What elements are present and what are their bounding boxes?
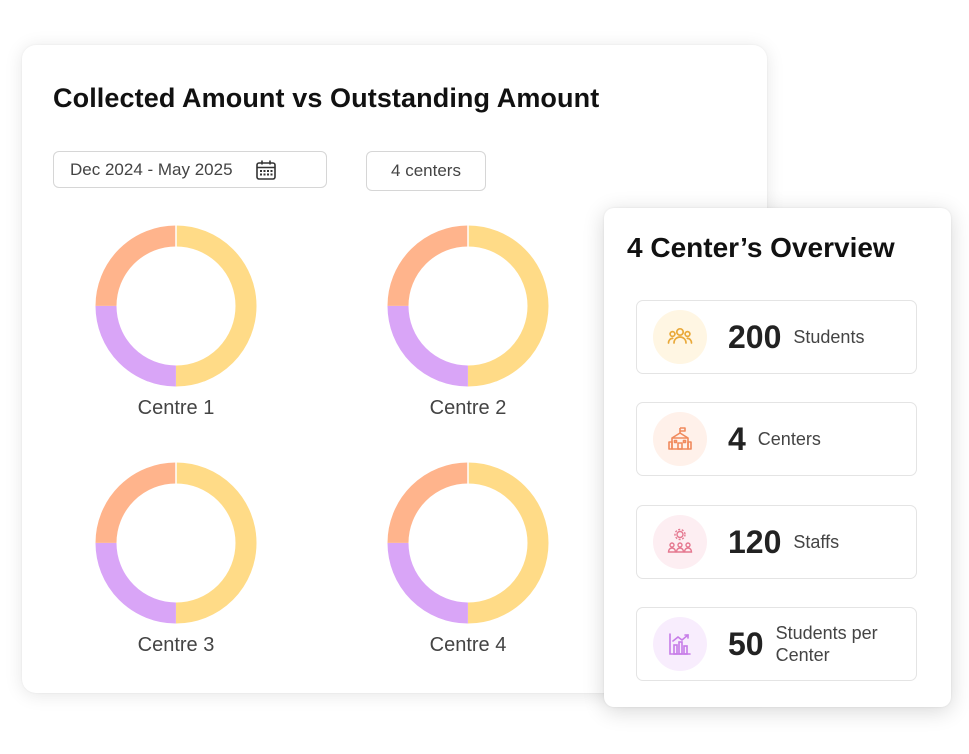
- donut-slice-2: [387, 462, 549, 624]
- stat-card-students[interactable]: 200 Students: [636, 300, 917, 374]
- calendar-icon[interactable]: [255, 159, 277, 181]
- donut-slice-2: [95, 462, 257, 624]
- stat-label: Students: [793, 327, 865, 347]
- donut-svg: [95, 462, 257, 624]
- overview-title: 4 Center’s Overview: [627, 232, 895, 263]
- donut-label: Centre 4: [429, 634, 507, 656]
- stat-label: Centers: [757, 429, 821, 449]
- stat-value: 50: [728, 625, 764, 662]
- donut-svg: [387, 462, 549, 624]
- stat-value: 200: [728, 318, 782, 355]
- date-range-value: Dec 2024 - May 2025: [70, 159, 233, 179]
- stat-card-centers[interactable]: 4 Centers: [636, 402, 917, 476]
- stat-value: 4: [728, 420, 746, 457]
- stat-card-students-per-center[interactable]: 50 Students per Center: [636, 607, 917, 681]
- staff-gear-icon: [653, 515, 707, 569]
- stat-card-staffs[interactable]: 120 Staffs: [636, 505, 917, 579]
- donut-chart-centre-2: Centre 2: [378, 225, 558, 420]
- school-building-icon: [653, 412, 707, 466]
- donut-label: Centre 1: [137, 397, 215, 419]
- donut-chart-centre-4: Centre 4: [378, 462, 558, 657]
- stat-label: Students per Center: [775, 623, 878, 665]
- donut-chart-centre-3: Centre 3: [86, 462, 266, 657]
- date-range-picker[interactable]: Dec 2024 - May 2025: [53, 151, 327, 188]
- donut-svg: [387, 225, 549, 387]
- card-title: Collected Amount vs Outstanding Amount: [53, 83, 600, 113]
- donut-slice-2: [387, 225, 549, 387]
- donut-label: Centre 3: [137, 634, 215, 656]
- stat-value: 120: [728, 523, 782, 560]
- center-filter-label: 4 centers: [391, 161, 461, 180]
- bar-chart-icon: [653, 617, 707, 671]
- donut-chart-centre-1: Centre 1: [86, 225, 266, 420]
- donut-svg: [95, 225, 257, 387]
- donut-slice-2: [95, 225, 257, 387]
- students-icon: [653, 310, 707, 364]
- centers-overview-card: 4 Center’s Overview 200 Students: [604, 208, 951, 707]
- stat-label: Staffs: [793, 532, 840, 552]
- donut-label: Centre 2: [429, 397, 507, 419]
- center-filter-button[interactable]: 4 centers: [366, 151, 486, 191]
